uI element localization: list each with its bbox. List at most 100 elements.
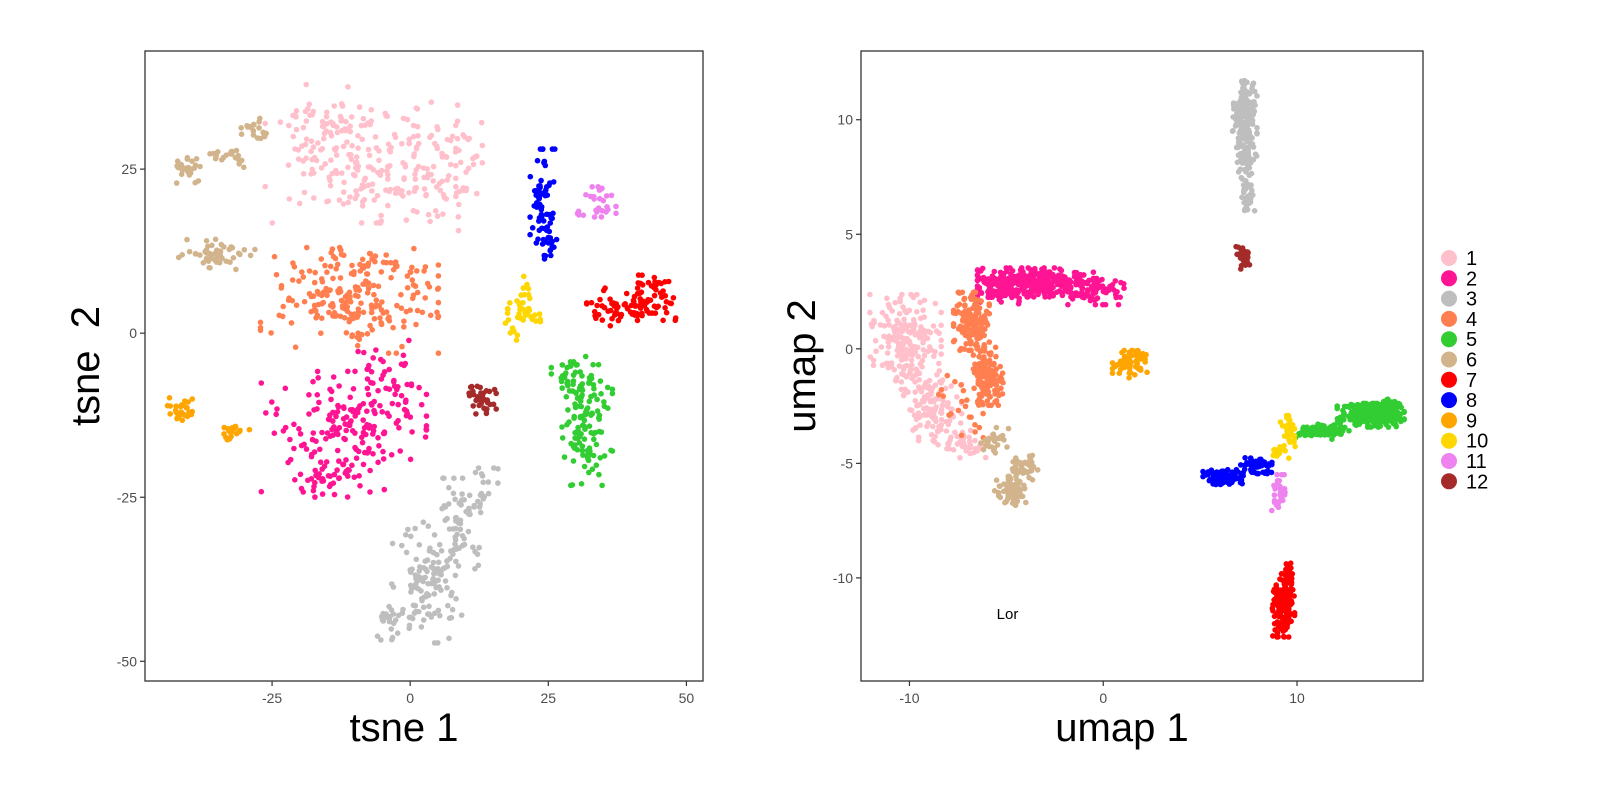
data-point (339, 128, 345, 134)
data-point (1249, 187, 1255, 194)
data-point (634, 290, 641, 297)
data-point (206, 264, 212, 271)
data-point (872, 337, 879, 344)
data-point (902, 336, 909, 343)
data-point (330, 374, 337, 380)
legend-swatch (1441, 473, 1457, 490)
data-point (359, 439, 366, 446)
data-point (318, 165, 325, 171)
data-point (397, 448, 404, 454)
legend-item: 7 (1441, 370, 1477, 392)
data-point (950, 447, 957, 453)
data-point (389, 400, 396, 407)
data-point (924, 335, 931, 342)
data-point (1091, 278, 1097, 285)
data-point (914, 309, 920, 315)
data-point (558, 375, 564, 381)
data-point (360, 461, 367, 468)
data-point (344, 308, 351, 315)
data-point (446, 173, 452, 179)
data-point (385, 350, 392, 357)
data-point (375, 459, 381, 466)
data-point (1371, 400, 1377, 407)
data-point (583, 452, 590, 459)
data-point (1005, 473, 1011, 480)
data-point (398, 305, 405, 312)
data-point (314, 288, 321, 295)
data-point (1034, 283, 1040, 290)
data-point (414, 268, 420, 274)
data-point (191, 165, 198, 171)
data-point (328, 396, 334, 403)
tsne-cluster-12 (466, 383, 500, 417)
data-point (921, 297, 928, 304)
data-point (309, 112, 316, 118)
data-point (185, 399, 191, 405)
data-point (322, 161, 329, 167)
data-point (1021, 485, 1028, 492)
data-point (324, 109, 330, 116)
data-point (919, 357, 926, 364)
data-point (1077, 282, 1083, 289)
data-point (1015, 480, 1022, 487)
data-point (982, 454, 989, 461)
data-point (637, 296, 643, 302)
data-point (1286, 606, 1292, 612)
data-point (1282, 626, 1289, 633)
data-point (1304, 424, 1310, 431)
data-point (599, 303, 605, 309)
data-point (207, 151, 213, 157)
data-point (200, 260, 207, 266)
data-point (527, 231, 533, 238)
data-point (209, 242, 215, 249)
data-point (364, 408, 370, 415)
data-point (314, 392, 321, 398)
data-point (426, 284, 433, 290)
data-point (507, 300, 513, 306)
data-point (472, 566, 478, 572)
data-point (964, 397, 970, 403)
data-point (221, 424, 227, 431)
data-point (317, 459, 324, 466)
legend-label: 3 (1466, 289, 1477, 311)
data-point (345, 368, 351, 375)
data-point (412, 171, 418, 178)
data-point (651, 274, 658, 281)
data-point (381, 486, 388, 493)
data-point (392, 134, 399, 141)
data-point (286, 196, 293, 202)
data-point (335, 288, 341, 294)
data-point (328, 119, 334, 125)
tsne-x-axis: -25 0 25 50 (262, 681, 694, 706)
data-point (1287, 597, 1294, 604)
data-point (909, 362, 915, 368)
data-point (536, 195, 542, 202)
data-point (1213, 481, 1219, 488)
data-point (518, 292, 524, 298)
data-point (330, 480, 337, 487)
data-point (374, 192, 381, 199)
data-point (1247, 199, 1254, 205)
data-point (1243, 195, 1250, 202)
umap-annotation-label: Lor (997, 606, 1019, 623)
legend-swatch (1441, 371, 1457, 388)
data-point (323, 121, 330, 127)
umap-points (867, 77, 1407, 640)
data-point (900, 391, 907, 398)
data-point (400, 352, 407, 359)
data-point (577, 369, 583, 375)
data-point (221, 244, 227, 250)
data-point (359, 136, 366, 143)
data-point (306, 392, 312, 398)
data-point (466, 507, 472, 514)
data-point (300, 171, 307, 177)
data-point (938, 343, 944, 350)
data-point (352, 165, 359, 171)
data-point (434, 124, 440, 130)
umap-cluster-10 (1270, 412, 1298, 462)
data-point (336, 383, 342, 389)
data-point (393, 350, 400, 357)
data-point (414, 209, 420, 215)
data-point (609, 315, 615, 322)
